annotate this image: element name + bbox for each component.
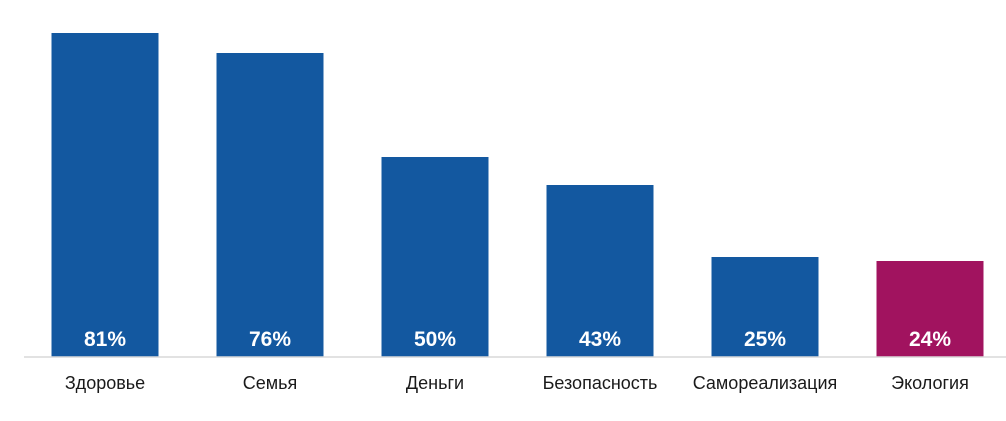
- bar-4: [546, 185, 654, 357]
- category-label-4: Безопасность: [543, 373, 658, 393]
- bar-1: [51, 33, 159, 357]
- bar-3: [381, 157, 489, 357]
- bar-value-label-2: 76%: [249, 328, 291, 351]
- bar-5: [711, 257, 819, 357]
- category-labels-group: Здоровье Семья Деньги Безопасность Самореали…: [65, 373, 969, 393]
- bar-value-label-6: 24%: [909, 328, 951, 351]
- category-label-3: Деньги: [406, 373, 464, 393]
- bar-value-label-3: 50%: [414, 328, 456, 351]
- category-label-2: Семья: [243, 373, 298, 393]
- category-label-1: Здоровье: [65, 373, 145, 393]
- category-label-5: Самореализация: [693, 373, 838, 393]
- bar-value-label-5: 25%: [744, 328, 786, 351]
- category-label-6: Экология: [891, 373, 969, 393]
- bar-6: [876, 261, 984, 357]
- value-labels-group: 81% 76% 50% 43% 25% 24%: [84, 328, 951, 351]
- bars-group: [51, 33, 984, 357]
- bar-value-label-1: 81%: [84, 328, 126, 351]
- bar-value-label-4: 43%: [579, 328, 621, 351]
- bar-2: [216, 53, 324, 357]
